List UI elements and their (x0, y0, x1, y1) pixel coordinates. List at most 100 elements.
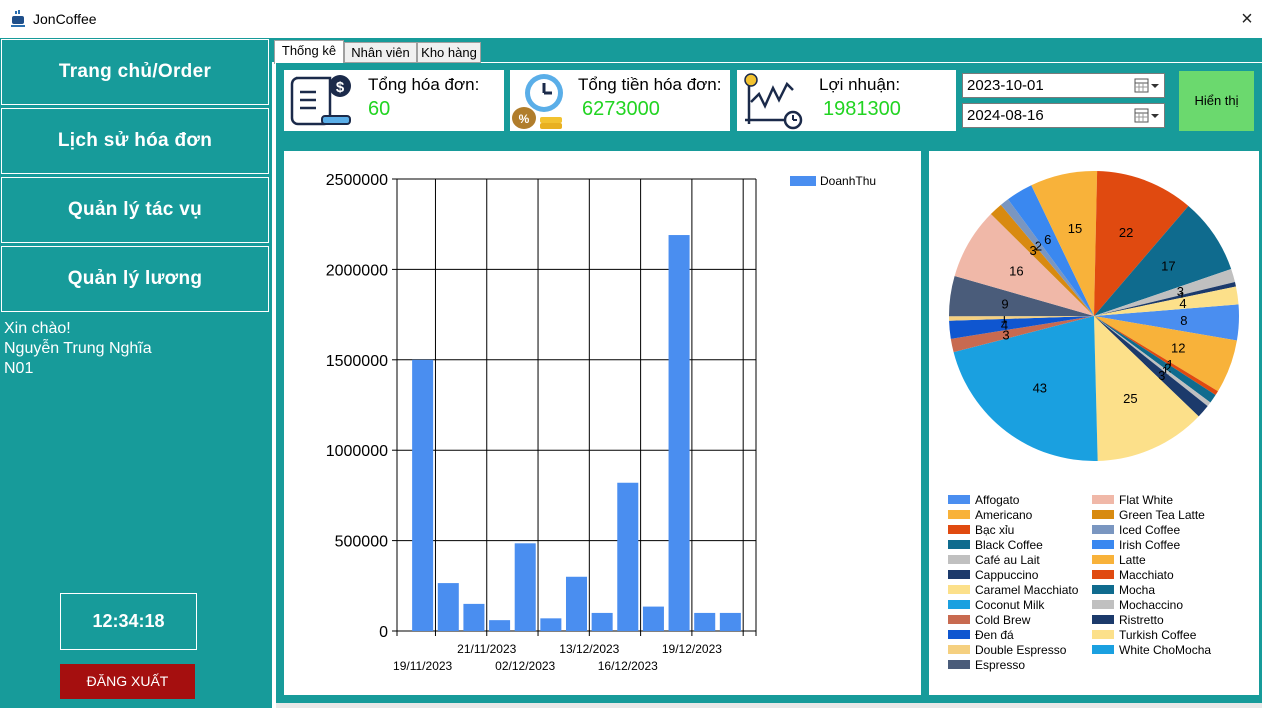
pie-slice (950, 316, 1094, 353)
pie-legend-label: Irish Coffee (1119, 538, 1180, 552)
pie-legend-label: Ristretto (1119, 613, 1164, 627)
sidebar-item-salary-management[interactable]: Quản lý lương (1, 246, 269, 312)
pie-legend-label: Café au Lait (975, 553, 1040, 567)
pie-legend-swatch (948, 510, 970, 519)
date-to-picker[interactable]: 2024-08-16 (962, 103, 1165, 128)
pie-legend-label: Affogato (975, 493, 1020, 507)
pie-legend-label: White ChoMocha (1119, 643, 1211, 657)
sidebar-item-invoice-history[interactable]: Lịch sử hóa đơn (1, 108, 269, 174)
pie-legend-swatch (1092, 615, 1114, 624)
pie-legend-label: Green Tea Latte (1119, 508, 1205, 522)
date-from-picker[interactable]: 2023-10-01 (962, 73, 1165, 98)
pie-legend-swatch (948, 615, 970, 624)
pie-slice-label: 4 (1179, 296, 1186, 311)
pie-legend-swatch (948, 585, 970, 594)
pie-legend-swatch (1092, 495, 1114, 504)
sidebar-item-task-management[interactable]: Quản lý tác vụ (1, 177, 269, 243)
x-tick-label: 13/12/2023 (559, 642, 619, 656)
close-button[interactable]: × (1241, 8, 1253, 30)
invoice-count-value: 60 (368, 98, 391, 120)
pie-legend-label: Cold Brew (975, 613, 1031, 627)
pie-slice-label: 12 (1171, 340, 1185, 355)
pie-legend-label: Mochaccino (1119, 598, 1183, 612)
bottom-strip (276, 703, 1262, 708)
profit-card: Lợi nhuận: 1981300 (737, 70, 956, 131)
revenue-bar (437, 583, 459, 631)
pie-slice (1094, 316, 1211, 407)
tab-statistics[interactable]: Thống kê (274, 40, 344, 64)
pie-slice-label: 25 (1123, 391, 1137, 406)
invoice-count-label: Tổng hóa đơn: (368, 75, 480, 94)
pie-slice (949, 276, 1094, 317)
coffee-app-icon (11, 10, 25, 27)
pie-legend-label: Bạc xỉu (975, 523, 1014, 537)
calendar-dropdown-icon[interactable] (1134, 108, 1160, 124)
pie-slice-label: 3 (1158, 368, 1165, 383)
pie-slice-label: 3 (1177, 284, 1184, 299)
pie-legend-swatch (1092, 555, 1114, 564)
pie-slice (954, 214, 1094, 316)
y-tick-label: 1000000 (326, 443, 388, 460)
y-tick-label: 2000000 (326, 262, 388, 279)
pie-legend-swatch (1092, 510, 1114, 519)
sidebar: Trang chủ/Order Lịch sử hóa đơn Quản lý … (0, 38, 272, 708)
app-title: JonCoffee (33, 11, 97, 27)
pie-slice (1094, 205, 1232, 316)
revenue-bar (412, 359, 434, 631)
invoice-total-label: Tổng tiền hóa đơn: (578, 75, 722, 94)
user-name: Nguyễn Trung Nghĩa (4, 340, 152, 357)
pie-slice (1094, 316, 1237, 392)
legend-swatch (790, 176, 816, 186)
y-tick-label: 2500000 (326, 172, 388, 189)
tab-inventory[interactable]: Kho hàng (417, 42, 481, 63)
pie-legend-swatch (948, 525, 970, 534)
greeting-text: Xin chào! (4, 320, 71, 337)
pie-slice-label: 1 (1162, 364, 1169, 379)
y-tick-label: 0 (379, 624, 388, 641)
pie-slice (1094, 304, 1239, 341)
pie-slice (990, 204, 1094, 316)
pie-slice-label: 4 (1001, 318, 1008, 333)
calendar-dropdown-icon[interactable] (1134, 78, 1160, 94)
pie-legend-swatch (948, 630, 970, 639)
x-tick-label: 19/11/2023 (393, 659, 452, 673)
invoice-icon: $ (290, 75, 351, 126)
pie-legend-swatch (948, 555, 970, 564)
pie-slice (1000, 199, 1094, 316)
clock-money-icon: % (512, 74, 563, 129)
pie-legend-swatch (1092, 525, 1114, 534)
sidebar-item-home-order[interactable]: Trang chủ/Order (1, 39, 269, 105)
date-from-value: 2023-10-01 (967, 77, 1044, 94)
pie-legend-label: Flat White (1119, 493, 1173, 507)
pie-legend-label: Đen đá (975, 628, 1014, 642)
pie-slice-label: 43 (1033, 381, 1047, 396)
pie-slice-label: 1 (1000, 311, 1007, 326)
y-tick-label: 1500000 (326, 353, 388, 370)
revenue-bar (719, 612, 741, 631)
pie-slice (1094, 269, 1235, 316)
pie-legend-label: Caramel Macchiato (975, 583, 1079, 597)
clock-display: 12:34:18 (60, 593, 197, 650)
invoice-total-card: % Tổng tiền hóa đơn: 6273000 (510, 70, 730, 131)
pie-legend-label: Mocha (1119, 583, 1155, 597)
profit-value: 1981300 (823, 98, 901, 120)
revenue-bar (591, 612, 613, 631)
x-tick-label: 16/12/2023 (598, 659, 658, 673)
svg-text:$: $ (336, 79, 345, 96)
pie-slice (1094, 286, 1239, 316)
date-to-value: 2024-08-16 (967, 107, 1044, 124)
show-button[interactable]: Hiển thị (1179, 71, 1254, 131)
pie-slice-label: 6 (1044, 232, 1051, 247)
x-tick-label: 02/12/2023 (495, 659, 555, 673)
product-pie-panel: 8 12 1 2 1 3 25 43 3 4 1 9 16 3 2 6 15 22 17 3 1 4 Affogato Ame… (929, 151, 1259, 695)
pie-slice-label: 1 (1178, 289, 1185, 304)
pie-slice-label: 3 (1029, 243, 1036, 258)
logout-button[interactable]: ĐĂNG XUẤT (60, 664, 195, 699)
pie-legend-label: Espresso (975, 658, 1025, 672)
revenue-bar (540, 618, 562, 631)
tab-employees[interactable]: Nhân viên (344, 42, 417, 63)
pie-legend-label: Double Espresso (975, 643, 1067, 657)
user-id: N01 (4, 360, 34, 377)
